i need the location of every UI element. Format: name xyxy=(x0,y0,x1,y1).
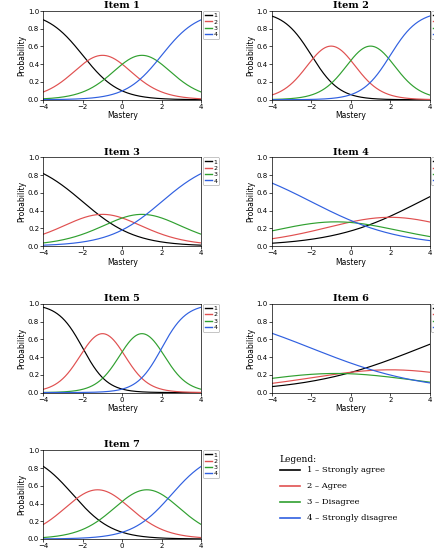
X-axis label: Mastery: Mastery xyxy=(335,111,366,120)
Text: 2 – Agree: 2 – Agree xyxy=(307,482,347,490)
X-axis label: Mastery: Mastery xyxy=(107,258,138,267)
Y-axis label: Probability: Probability xyxy=(246,182,255,222)
Legend: 1, 2, 3, 4: 1, 2, 3, 4 xyxy=(431,157,434,185)
Y-axis label: Probability: Probability xyxy=(246,328,255,369)
Text: 4 – Strongly disagree: 4 – Strongly disagree xyxy=(307,514,397,522)
Title: Item 3: Item 3 xyxy=(104,147,140,157)
Text: 1 – Strongly agree: 1 – Strongly agree xyxy=(307,466,385,474)
Legend: 1, 2, 3, 4: 1, 2, 3, 4 xyxy=(431,304,434,332)
Legend: 1, 2, 3, 4: 1, 2, 3, 4 xyxy=(203,11,219,39)
Legend: 1, 2, 3, 4: 1, 2, 3, 4 xyxy=(431,11,434,39)
Y-axis label: Probability: Probability xyxy=(18,474,26,515)
Title: Item 7: Item 7 xyxy=(104,441,140,449)
Y-axis label: Probability: Probability xyxy=(18,35,26,76)
Title: Item 1: Item 1 xyxy=(104,1,140,10)
X-axis label: Mastery: Mastery xyxy=(335,404,366,413)
Legend: 1, 2, 3, 4: 1, 2, 3, 4 xyxy=(203,450,219,478)
Y-axis label: Probability: Probability xyxy=(246,35,255,76)
Legend: 1, 2, 3, 4: 1, 2, 3, 4 xyxy=(203,304,219,332)
Title: Item 4: Item 4 xyxy=(333,147,369,157)
Title: Item 6: Item 6 xyxy=(333,294,369,303)
Text: Legend:: Legend: xyxy=(280,455,317,464)
X-axis label: Mastery: Mastery xyxy=(335,258,366,267)
Y-axis label: Probability: Probability xyxy=(18,182,26,222)
X-axis label: Mastery: Mastery xyxy=(107,111,138,120)
Legend: 1, 2, 3, 4: 1, 2, 3, 4 xyxy=(203,157,219,185)
Y-axis label: Probability: Probability xyxy=(18,328,26,369)
Title: Item 2: Item 2 xyxy=(333,1,369,10)
Title: Item 5: Item 5 xyxy=(104,294,140,303)
X-axis label: Mastery: Mastery xyxy=(107,404,138,413)
Text: 3 – Disagree: 3 – Disagree xyxy=(307,498,359,506)
